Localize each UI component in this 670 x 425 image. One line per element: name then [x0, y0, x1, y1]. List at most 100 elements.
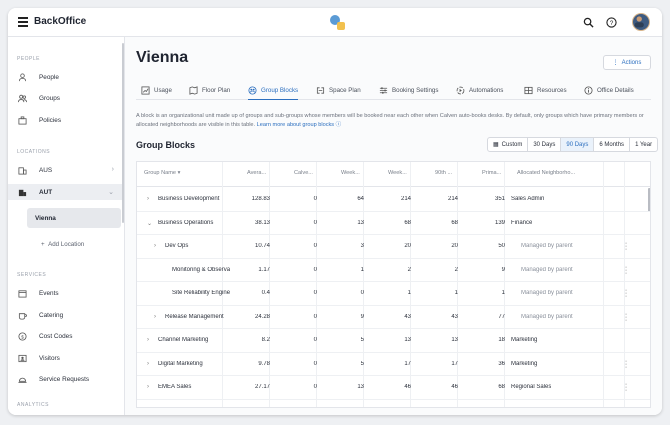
table-row[interactable]: › EMEA Sales 27.17 0 13 46 46 68 Regional Sales ·… — [137, 376, 650, 400]
table-scrollbar[interactable] — [648, 188, 650, 212]
table-row[interactable]: Site Reliability Engine 0.4 0 0 1 1 1 Managed b… — [137, 282, 650, 306]
cell-wk1: 13 — [357, 384, 364, 390]
table-row[interactable]: ⌄ Business Operations 38.13 0 13 68 68 139 Finan… — [137, 212, 650, 235]
chevron-right-icon[interactable]: › — [147, 408, 149, 409]
sidebar-label: Cost Codes — [39, 332, 73, 340]
learn-more-link[interactable]: Learn more about group blocks ⓘ — [257, 122, 342, 128]
tab-automations[interactable]: Automations — [456, 81, 503, 100]
row-menu-icon[interactable]: ··· — [624, 240, 628, 253]
tab-office-details[interactable]: Office Details — [584, 81, 634, 100]
cell-allocated-neighborhood: Marketing — [511, 337, 538, 343]
sidebar-item-cost-codes[interactable]: $ Cost Codes — [8, 328, 122, 344]
tab-usage[interactable]: Usage — [141, 81, 172, 100]
map-icon — [189, 86, 198, 95]
header-group-name[interactable]: Group Name ▾ — [144, 170, 180, 176]
header-average[interactable]: Avera... — [247, 170, 267, 176]
tab-floor-plan[interactable]: Floor Plan — [189, 81, 230, 100]
menu-icon[interactable] — [18, 17, 28, 27]
range-custom[interactable]: ▦ Custom — [488, 138, 529, 151]
search-icon[interactable] — [583, 17, 594, 28]
range-90-days[interactable]: 90 Days — [561, 138, 595, 151]
sidebar-item-vienna[interactable]: Vienna — [27, 208, 121, 228]
sidebar-item-service-requests[interactable]: Service Requests — [8, 371, 122, 387]
cell-wk1: 64 — [357, 196, 364, 202]
header-primary[interactable]: Prima... — [482, 170, 502, 176]
sidebar-item-aut[interactable]: AUT ⌄ — [8, 184, 122, 200]
sidebar-item-visitors[interactable]: Visitors — [8, 350, 122, 366]
group-name: Business Operations — [158, 219, 214, 226]
tab-space-plan[interactable]: Space Plan — [316, 81, 361, 100]
cell-p90: 214 — [447, 196, 458, 202]
chevron-right-icon[interactable]: › — [154, 243, 156, 249]
table-row[interactable]: Monitoring & Observa 1.17 0 1 2 2 9 Managed by … — [137, 259, 650, 282]
help-icon[interactable]: ? — [606, 17, 617, 28]
table-row[interactable]: › Finance36.65 0 19 59 59 89 Sales Admin ··· — [137, 400, 650, 409]
header-calven[interactable]: Calve... — [294, 170, 313, 176]
cell-primary: 50 — [498, 243, 505, 249]
table-row[interactable]: › Channel Marketing 8.2 0 5 13 13 18 Marketing — [137, 329, 650, 353]
add-location-button[interactable]: + Add Location — [41, 241, 84, 248]
header-week-1[interactable]: Week... — [341, 170, 360, 176]
tab-label: Space Plan — [329, 87, 361, 94]
chevron-right-icon[interactable]: › — [147, 384, 149, 390]
cell-avg: 24.28 — [254, 313, 270, 320]
cell-wk2: 43 — [404, 313, 411, 320]
table-row[interactable]: › Digital Marketing 9.78 0 5 17 17 36 Marketing ·… — [137, 353, 650, 376]
sidebar-item-catering[interactable]: Catering — [8, 307, 122, 323]
row-menu-icon[interactable]: ··· — [624, 287, 628, 300]
range-1-year[interactable]: 1 Year — [635, 141, 653, 148]
cell-calven: 0 — [313, 384, 317, 390]
plus-icon: + — [41, 241, 45, 248]
cell-allocated-neighborhood: Managed by parent — [521, 266, 573, 273]
bell-service-icon — [18, 375, 27, 384]
cell-allocated-neighborhood: Regional Sales — [511, 384, 552, 390]
header-allocated-neighborhood[interactable]: Allocated Neighborho... — [517, 170, 576, 176]
building-icon — [18, 188, 27, 197]
learn-more-label: Learn more about group blocks — [256, 122, 335, 128]
cell-avg: 9.78 — [258, 360, 270, 367]
cell-primary: 9 — [501, 266, 505, 273]
row-menu-icon[interactable]: ··· — [624, 381, 628, 394]
cell-wk2: 2 — [407, 266, 411, 273]
table-row[interactable]: › Business Development 128.83 0 64 214 214 351 S… — [137, 188, 650, 212]
user-avatar[interactable] — [632, 13, 650, 31]
sidebar-item-aus[interactable]: AUS › — [8, 162, 122, 178]
sidebar-item-events[interactable]: Events — [8, 285, 122, 301]
range-6-months[interactable]: 6 Months — [594, 138, 631, 151]
table-row[interactable]: › Release Management 24.28 0 9 43 43 77 Managed … — [137, 306, 650, 329]
cell-p90: 1 — [454, 290, 458, 296]
table-row[interactable]: › Dev Ops 10.74 0 3 20 20 50 Managed by parent · ·… — [137, 235, 650, 259]
date-range-selector: ▦ Custom 30 Days 90 Days 6 Months 1 Year — [487, 137, 659, 152]
actions-button[interactable]: ⋮ Actions — [603, 55, 651, 70]
row-menu-icon[interactable]: ··· — [624, 310, 628, 324]
row-menu-icon[interactable]: ··· — [624, 263, 628, 277]
tab-booking-settings[interactable]: Booking Settings — [379, 81, 438, 100]
chevron-down-icon[interactable]: ⌄ — [147, 220, 153, 227]
chevron-right-icon[interactable]: › — [154, 313, 156, 320]
header-90th[interactable]: 90th ... — [435, 170, 453, 176]
section-people: PEOPLE — [17, 56, 41, 62]
description-text: A block is an organizational unit made u… — [136, 113, 644, 128]
cell-primary: 36 — [498, 360, 505, 367]
cell-calven: 0 — [277, 408, 317, 409]
chevron-right-icon[interactable]: › — [147, 196, 149, 202]
tab-label: Automations — [469, 87, 504, 94]
sidebar-item-policies[interactable]: Policies — [8, 112, 122, 128]
tab-resources[interactable]: Resources — [524, 81, 567, 100]
row-menu-icon[interactable]: ··· — [624, 404, 628, 408]
row-menu-icon[interactable]: ··· — [624, 357, 628, 371]
tab-group-blocks[interactable]: Group Blocks — [248, 81, 299, 100]
range-30-days[interactable]: 30 Days — [528, 138, 562, 151]
cell-calven: 0 — [313, 337, 317, 343]
sidebar-scrollbar[interactable] — [122, 43, 124, 223]
cell-wk1: 1 — [360, 266, 364, 273]
group-name: Digital Marketing — [158, 360, 203, 367]
header-week-2[interactable]: Week... — [388, 170, 407, 176]
sidebar-item-people[interactable]: People — [8, 69, 122, 85]
sidebar-item-groups[interactable]: Groups — [8, 90, 122, 106]
chevron-right-icon[interactable]: › — [147, 360, 149, 367]
column-divider — [222, 162, 223, 407]
tab-label: Group Blocks — [261, 86, 299, 94]
logo-icon — [330, 15, 345, 30]
chevron-right-icon[interactable]: › — [147, 337, 149, 343]
